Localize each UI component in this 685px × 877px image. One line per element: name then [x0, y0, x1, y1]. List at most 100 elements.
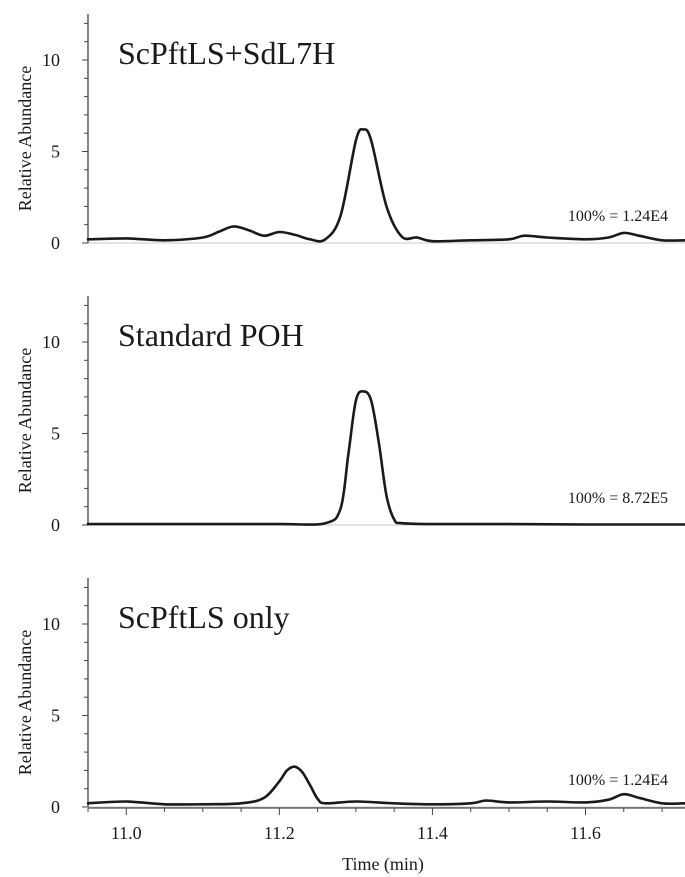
y-tick-label: 10	[42, 50, 60, 70]
data-point	[325, 239, 327, 241]
data-point	[164, 804, 166, 806]
data-point	[585, 239, 587, 241]
data-point	[432, 240, 434, 242]
data-point	[263, 797, 265, 799]
data-point	[340, 215, 342, 217]
data-point	[524, 235, 526, 237]
data-point	[202, 523, 204, 525]
y-axis-label: Relative Abundance	[15, 348, 35, 493]
data-point	[279, 523, 281, 525]
data-point	[638, 235, 640, 237]
data-point	[401, 522, 403, 524]
data-point	[386, 495, 388, 497]
data-point	[325, 803, 327, 805]
x-axis-label: Time (min)	[342, 854, 424, 875]
y-axis-label: Relative Abundance	[15, 66, 35, 211]
data-point	[279, 781, 281, 783]
data-point	[87, 523, 89, 525]
data-point	[546, 237, 548, 239]
y-tick-label: 5	[51, 706, 60, 726]
data-point	[608, 799, 610, 801]
data-point	[279, 231, 281, 233]
data-point	[508, 802, 510, 804]
data-point	[347, 455, 349, 457]
data-point	[248, 229, 250, 231]
data-point	[294, 234, 296, 236]
data-point	[87, 239, 89, 241]
data-point	[233, 226, 235, 228]
y-tick-label: 0	[51, 515, 60, 535]
data-point	[470, 803, 472, 805]
y-axis-label: Relative Abundance	[15, 630, 35, 775]
data-point	[363, 129, 365, 131]
data-point	[87, 803, 89, 805]
data-point	[164, 240, 166, 242]
data-point	[508, 239, 510, 241]
data-point	[416, 237, 418, 239]
panel-title: ScPftLS+SdL7H	[118, 35, 335, 71]
data-point	[294, 766, 296, 768]
data-point	[202, 804, 204, 806]
data-point	[401, 236, 403, 238]
x-tick-label: 11.4	[417, 823, 448, 843]
data-point	[325, 522, 327, 524]
y-tick-label: 10	[42, 614, 60, 634]
data-point	[485, 800, 487, 802]
data-point	[355, 801, 357, 803]
data-point	[286, 770, 288, 772]
data-point	[355, 400, 357, 402]
data-point	[202, 237, 204, 239]
x-tick-label: 11.2	[264, 823, 295, 843]
data-point	[393, 803, 395, 805]
y-tick-label: 5	[51, 142, 60, 162]
data-point	[608, 237, 610, 239]
scale-annotation: 100% = 8.72E5	[568, 490, 668, 507]
chart-panel-1: 0 5 10 Relative Abundance ScPftLS+SdL7H 100% …	[15, 14, 685, 253]
scale-annotation: 100% = 1.24E4	[568, 772, 668, 789]
data-point	[470, 240, 472, 242]
data-point	[370, 400, 372, 402]
trace-line	[86, 390, 685, 526]
data-point	[546, 801, 548, 803]
data-point	[432, 804, 434, 806]
data-point	[661, 803, 663, 805]
data-point	[623, 232, 625, 234]
data-point	[263, 235, 265, 237]
chart-panel-3: 0 5 10 Relative Abundance ScPftLS only 100% =…	[15, 578, 685, 843]
data-point	[661, 240, 663, 242]
y-tick-label: 0	[51, 233, 60, 253]
data-point	[309, 239, 311, 241]
trace-line	[86, 765, 685, 806]
data-point	[240, 803, 242, 805]
data-point	[638, 797, 640, 799]
data-point	[393, 519, 395, 521]
x-tick-label: 11.0	[111, 823, 142, 843]
data-point	[302, 771, 304, 773]
trace-line	[86, 127, 685, 243]
panel-title: ScPftLS only	[118, 599, 290, 635]
data-point	[432, 523, 434, 525]
panel-title: Standard POH	[118, 317, 304, 353]
data-point	[340, 508, 342, 510]
data-point	[386, 206, 388, 208]
chart-panel-2: 0 5 10 Relative Abundance Standard POH 100% =…	[15, 296, 685, 535]
data-point	[623, 793, 625, 795]
data-point	[585, 524, 587, 526]
data-point	[217, 231, 219, 233]
data-point	[585, 802, 587, 804]
scale-annotation: 100% = 1.24E4	[568, 208, 668, 225]
data-point	[378, 442, 380, 444]
y-tick-label: 5	[51, 424, 60, 444]
y-tick-label: 0	[51, 797, 60, 817]
data-point	[363, 391, 365, 393]
data-point	[317, 798, 319, 800]
data-point	[355, 140, 357, 142]
data-point	[126, 801, 128, 803]
y-tick-label: 10	[42, 332, 60, 352]
data-point	[126, 238, 128, 240]
data-point	[508, 523, 510, 525]
data-point	[370, 140, 372, 142]
data-point	[309, 784, 311, 786]
x-tick-label: 11.6	[570, 823, 601, 843]
